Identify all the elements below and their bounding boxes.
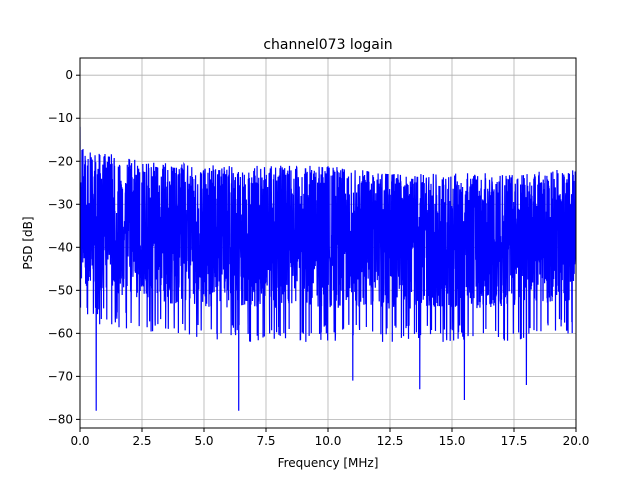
plot-area — [80, 126, 576, 411]
x-tick-label: 7.5 — [256, 434, 275, 448]
x-tick-label: 0.0 — [70, 434, 89, 448]
y-axis-ticks: 0 −10 −20 −30 −40 −50 −60 −70 −80 — [48, 68, 80, 426]
y-tick-label: −40 — [48, 240, 73, 254]
y-axis-label: PSD [dB] — [21, 216, 35, 269]
x-tick-label: 20.0 — [563, 434, 590, 448]
y-tick-label: −50 — [48, 283, 73, 297]
chart-title: channel073 logain — [263, 37, 392, 53]
x-tick-label: 15.0 — [439, 434, 466, 448]
x-tick-label: 12.5 — [377, 434, 404, 448]
y-tick-label: −10 — [48, 111, 73, 125]
y-tick-label: 0 — [65, 68, 73, 82]
x-axis-ticks: 0.0 2.5 5.0 7.5 10.0 12.5 15.0 17.5 20.0 — [70, 428, 589, 448]
x-tick-label: 2.5 — [132, 434, 151, 448]
y-tick-label: −20 — [48, 154, 73, 168]
y-tick-label: −60 — [48, 326, 73, 340]
series-line-psd — [80, 126, 576, 411]
x-tick-label: 10.0 — [315, 434, 342, 448]
x-tick-label: 17.5 — [501, 434, 528, 448]
x-axis-label: Frequency [MHz] — [278, 456, 379, 470]
y-tick-label: −30 — [48, 197, 73, 211]
y-tick-label: −80 — [48, 412, 73, 426]
x-tick-label: 5.0 — [194, 434, 213, 448]
y-tick-label: −70 — [48, 369, 73, 383]
